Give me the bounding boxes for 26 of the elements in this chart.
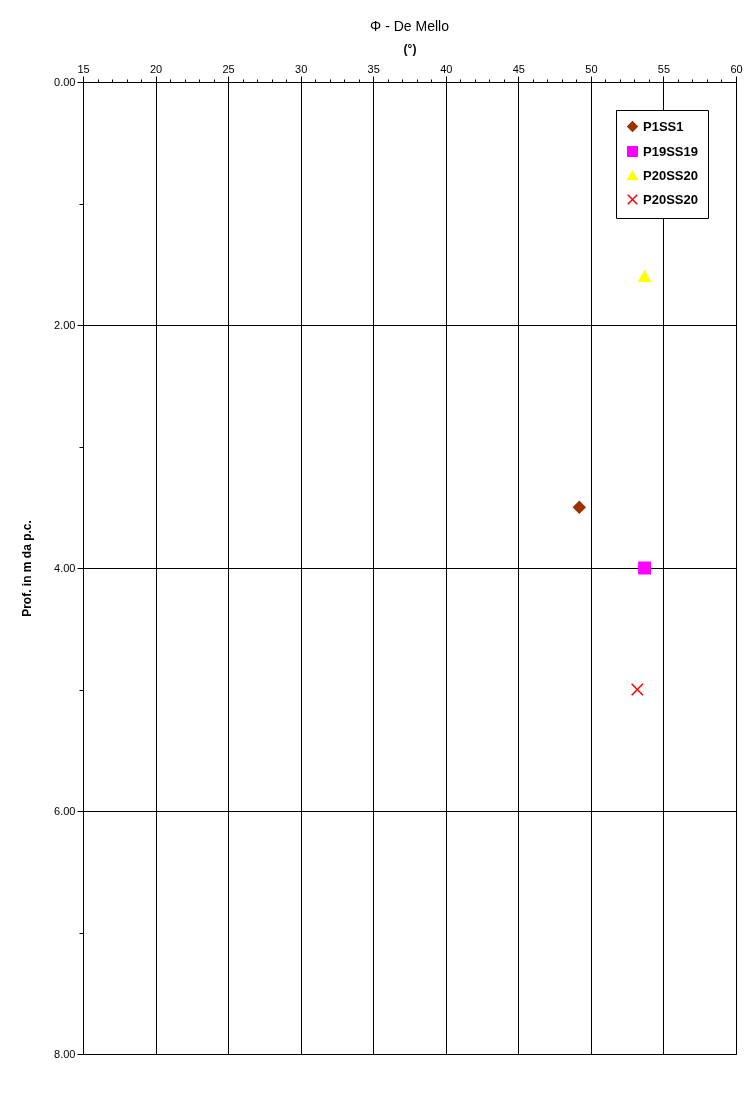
point — [638, 561, 652, 575]
x-tick-label: 50 — [585, 62, 598, 75]
point — [572, 500, 586, 514]
point — [638, 270, 652, 283]
y-tick-label: 2.00 — [54, 318, 76, 331]
y-tick-label: 6.00 — [54, 804, 76, 817]
x-tick-label: 40 — [440, 62, 453, 75]
x-tick-label: 55 — [657, 62, 671, 75]
y-tick-label: 4.00 — [54, 561, 76, 574]
legend-label: P20SS20 — [643, 167, 698, 183]
chart-title: Φ - De Mello — [370, 18, 450, 34]
x-tick-label: 60 — [730, 62, 743, 75]
legend-label: P19SS19 — [643, 143, 698, 159]
y-tick-label: 8.00 — [54, 1047, 76, 1060]
legend-label: P1SS1 — [643, 118, 684, 134]
y-tick-label: 0.00 — [54, 75, 76, 88]
y-axis-title: Prof. in m da p.c. — [20, 520, 35, 617]
x-tick-label: 30 — [295, 62, 308, 75]
x-tick-label: 45 — [512, 62, 525, 75]
x-axis-title: (°) — [403, 41, 417, 56]
x-tick-label: 15 — [77, 62, 90, 75]
x-tick-label: 20 — [149, 62, 163, 75]
legend-label: P20SS20 — [643, 191, 698, 207]
x-tick-label: 25 — [222, 62, 235, 75]
x-tick-label: 35 — [367, 62, 380, 75]
point — [630, 683, 644, 696]
